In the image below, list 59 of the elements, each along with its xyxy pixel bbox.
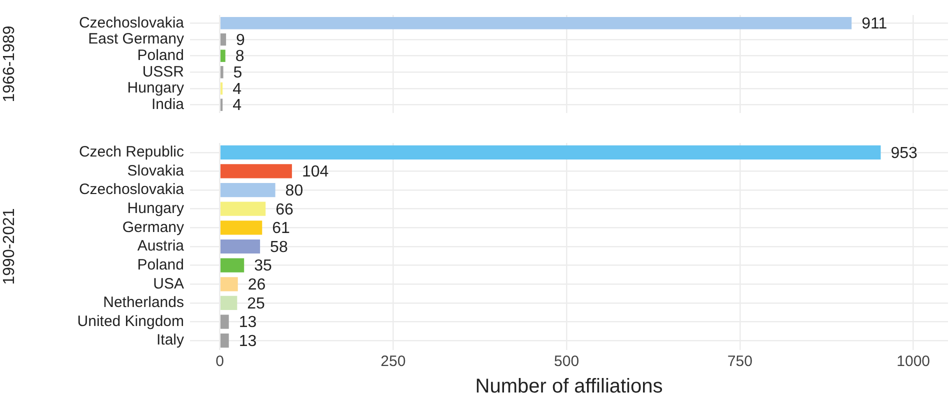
bar (220, 145, 881, 160)
bar (220, 314, 229, 329)
data-label: 25 (247, 295, 266, 312)
x-axis-title: Number of affiliations (475, 376, 663, 398)
data-label: 58 (270, 238, 288, 256)
bar (220, 66, 224, 78)
y-tick-label: Slovakia (127, 162, 185, 180)
bar (220, 82, 223, 95)
bar (220, 33, 226, 46)
data-label: 61 (272, 220, 290, 238)
y-tick-label: Germany (122, 218, 184, 236)
data-label: 5 (233, 64, 242, 82)
y-tick-label: USA (153, 275, 184, 292)
x-tick-label: 250 (380, 353, 406, 370)
y-tick-label: Czech Republic (78, 144, 184, 161)
data-label: 9 (236, 32, 246, 49)
y-tick-label: Austria (137, 238, 185, 255)
y-tick-label: East Germany (88, 30, 184, 48)
bar (220, 182, 276, 198)
x-tick-label: 750 (727, 353, 752, 370)
y-axis-title: 1990-2021 (1, 208, 18, 285)
x-tick-label: 0 (216, 353, 224, 370)
bar (220, 277, 238, 292)
data-label: 911 (862, 16, 888, 33)
bar (220, 220, 262, 235)
y-tick-label: Netherlands (103, 294, 184, 312)
y-tick-label: USSR (142, 63, 184, 80)
x-tick-label: 500 (554, 353, 580, 370)
y-tick-label: Italy (156, 332, 184, 349)
data-label: 26 (248, 276, 266, 294)
y-tick-label: United Kingdom (77, 312, 184, 330)
y-axis-title: 1966-1989 (1, 26, 18, 102)
y-tick-label: Poland (137, 256, 184, 274)
data-label: 35 (254, 258, 272, 275)
y-tick-label: India (151, 96, 185, 113)
data-label: 8 (235, 48, 244, 66)
y-tick-label: Czechoslovakia (78, 14, 185, 32)
bar (220, 202, 266, 216)
data-label: 4 (232, 97, 242, 114)
data-label: 4 (232, 80, 242, 98)
bar (220, 334, 229, 348)
bar (220, 296, 238, 310)
data-label: 66 (276, 201, 294, 218)
bar (220, 50, 226, 62)
bar (220, 258, 244, 272)
bar (220, 239, 260, 254)
x-tick-label: 1000 (896, 353, 930, 370)
data-label: 80 (285, 182, 304, 200)
data-label: 13 (238, 332, 257, 350)
data-label: 953 (890, 144, 918, 162)
y-tick-label: Poland (137, 46, 184, 64)
data-label: 13 (238, 314, 257, 332)
bar (220, 98, 223, 111)
data-label: 104 (302, 164, 329, 181)
y-tick-label: Hungary (127, 80, 184, 97)
y-tick-label: Czechoslovakia (78, 181, 185, 198)
bar (220, 17, 852, 30)
y-tick-label: Hungary (127, 200, 184, 218)
bar (220, 164, 292, 178)
